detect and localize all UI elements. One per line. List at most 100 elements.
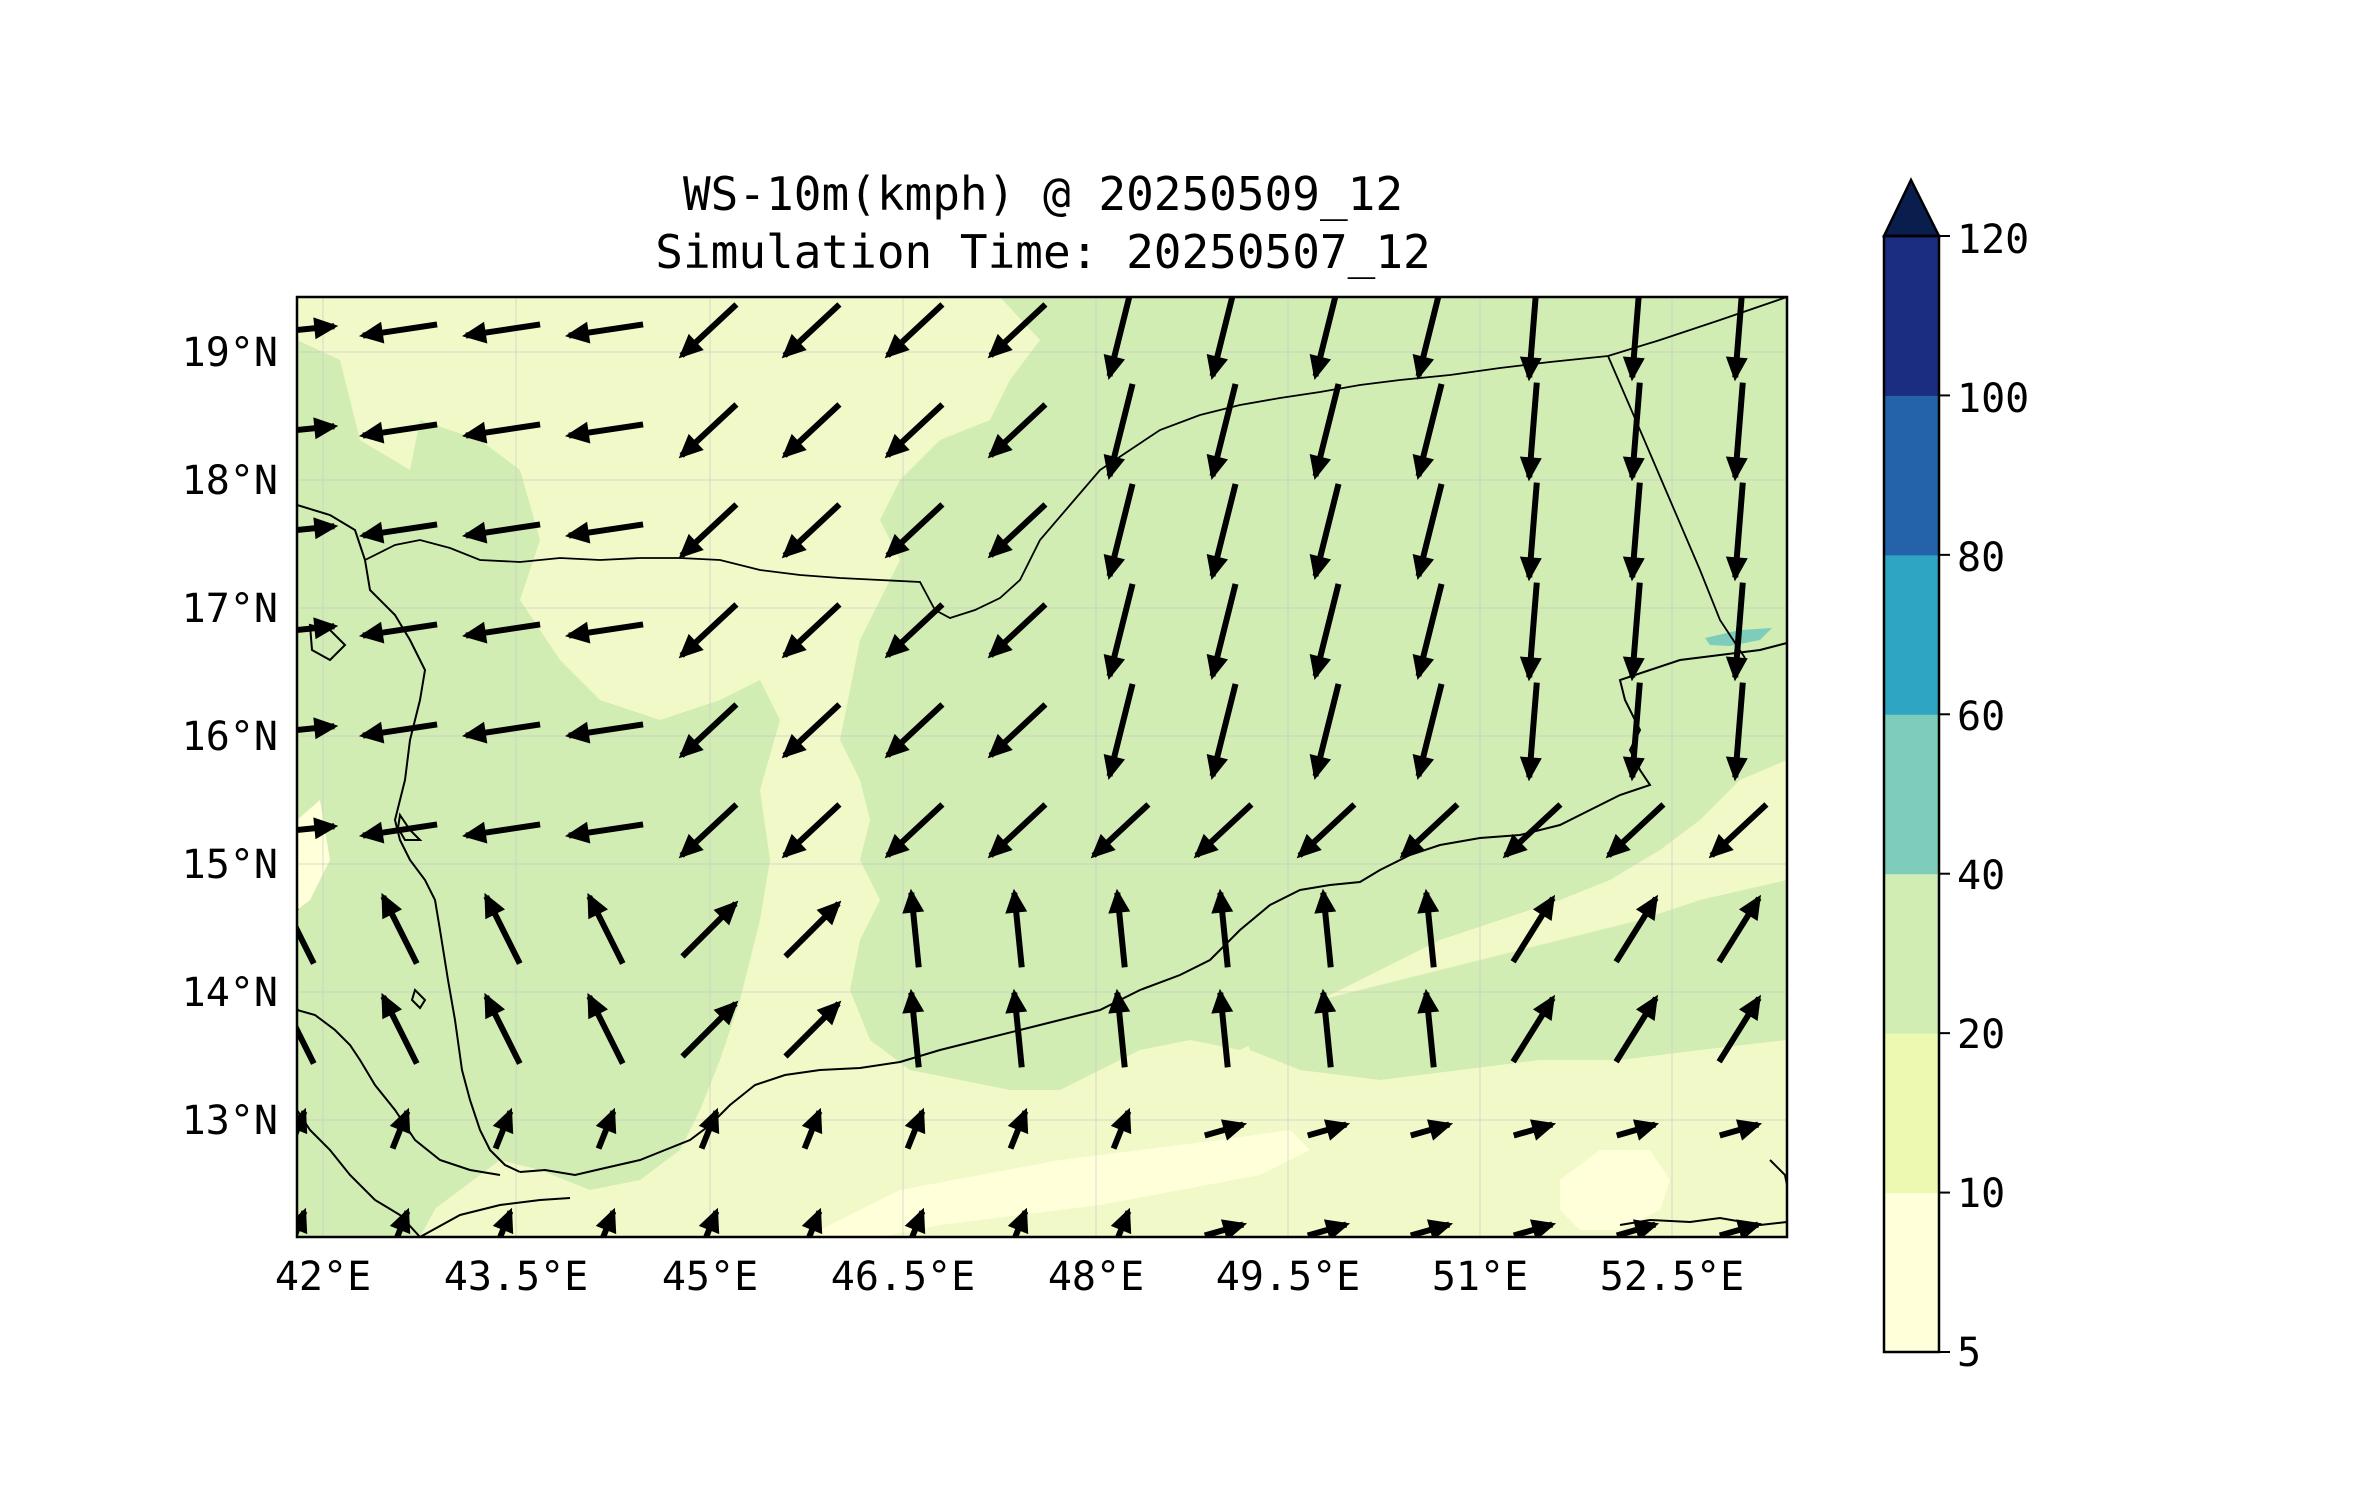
wind-arrow <box>1206 383 1239 480</box>
wind-arrow <box>1103 297 1133 380</box>
wind-arrow-head <box>1622 556 1645 582</box>
wind-arrow-head <box>781 333 807 359</box>
wind-arrow <box>801 1107 823 1150</box>
wind-arrow <box>1103 383 1136 480</box>
colorbar-labels: 5 10 20 40 60 80 100 120 <box>1957 217 2029 1376</box>
wind-arrow <box>483 992 523 1065</box>
wind-arrow-head <box>1412 454 1435 480</box>
wind-arrow <box>1409 1219 1454 1237</box>
wind-arrow-head <box>1323 1119 1351 1141</box>
wind-arrow <box>1615 1119 1660 1141</box>
wind-arrow-head <box>987 633 1013 659</box>
wind-arrow <box>987 602 1048 659</box>
wind-arrow-head <box>1314 888 1337 914</box>
wind-arrow <box>781 802 842 859</box>
wind-arrow <box>380 892 420 965</box>
x-tick-label: 48°E <box>1048 1254 1144 1300</box>
wind-arrow-head <box>987 333 1013 359</box>
map-panel: 42°E 43.5°E 45°E 46.5°E 48°E 49.5°E 51°E… <box>182 295 1789 1300</box>
wind-arrow-head <box>678 833 704 859</box>
wind-arrow <box>1399 802 1460 859</box>
wind-arrow <box>904 1107 926 1150</box>
x-tick-label: 43.5°E <box>444 1254 589 1300</box>
wind-arrow <box>1306 1219 1351 1237</box>
wind-arrow <box>595 1107 617 1150</box>
wind-arrow-head <box>801 1207 823 1235</box>
wind-arrow <box>884 602 945 659</box>
wind-arrow <box>884 402 945 459</box>
wind-arrow-head <box>884 333 910 359</box>
wind-arrow-head <box>987 833 1013 859</box>
wind-arrow-head <box>1206 454 1229 480</box>
wind-arrow <box>564 321 644 344</box>
wind-arrow-head <box>381 892 403 920</box>
wind-arrow <box>1296 802 1357 859</box>
wind-arrow <box>564 621 644 644</box>
wind-arrow <box>1110 1207 1132 1237</box>
wind-arrow-head <box>1532 894 1555 921</box>
wind-arrow <box>698 1207 720 1237</box>
colorbar-label: 5 <box>1957 1330 1981 1376</box>
wind-arrow-head <box>1309 754 1332 780</box>
colorbar-segment <box>1884 1033 1939 1194</box>
wind-arrow <box>389 1107 411 1150</box>
wind-arrow-head <box>358 321 385 344</box>
wind-arrow-head <box>1417 988 1440 1014</box>
wind-arrow-head <box>801 1107 823 1135</box>
wind-arrow-head <box>461 621 488 644</box>
y-tick-label: 15°N <box>182 842 278 888</box>
wind-arrow-head <box>1605 833 1631 859</box>
wind-arrow-head <box>313 817 339 840</box>
plot-title: WS-10m(kmph) @ 20250509_12 <box>683 167 1403 221</box>
colorbar-ticks <box>1939 235 1950 1353</box>
wind-arrow <box>1725 582 1748 682</box>
wind-arrow <box>380 992 420 1065</box>
wind-arrow-head <box>1211 888 1234 914</box>
wind-arrow <box>1090 802 1151 859</box>
wind-arrow-head <box>1206 554 1229 580</box>
wind-arrow-head <box>1206 654 1229 680</box>
wind-arrow-head <box>1110 1207 1132 1235</box>
colorbar-label: 60 <box>1957 694 2005 740</box>
wind-arrow-head <box>1622 656 1645 682</box>
wind-arrow <box>1512 1119 1557 1141</box>
map-contents <box>297 297 1787 1237</box>
colorbar-segment <box>1884 554 1939 715</box>
wind-arrow-head <box>587 992 609 1020</box>
wind-arrow <box>781 602 842 659</box>
wind-arrow <box>1412 297 1442 380</box>
wind-arrow <box>1613 994 1659 1064</box>
wind-arrow-head <box>1426 1119 1454 1141</box>
wind-arrow-head <box>781 633 807 659</box>
wind-arrow <box>297 1107 308 1139</box>
wind-arrow <box>358 521 438 544</box>
wind-speed-fill-20-40 <box>297 870 470 1237</box>
x-tick-label: 49.5°E <box>1216 1254 1361 1300</box>
wind-arrow-shaft <box>297 1023 317 1065</box>
wind-arrow <box>902 888 925 968</box>
wind-arrow-head <box>564 421 591 444</box>
wind-arrow <box>678 402 739 459</box>
wind-arrow-head <box>461 521 488 544</box>
wind-arrow-head <box>1108 988 1131 1014</box>
colorbar-frame <box>1882 234 1941 1354</box>
wind-arrow <box>904 1207 926 1237</box>
wind-arrow-head <box>1725 756 1748 782</box>
wind-speed-fill-5-10 <box>1560 1150 1670 1230</box>
colorbar-segment <box>1884 873 1939 1034</box>
wind-arrow-head <box>678 533 704 559</box>
wind-arrow <box>1314 988 1337 1068</box>
wind-arrow <box>781 702 842 759</box>
wind-arrow <box>1502 802 1563 859</box>
wind-arrow <box>1211 888 1234 968</box>
wind-arrow <box>358 721 438 744</box>
wind-arrow <box>297 717 339 740</box>
wind-arrow <box>680 1000 739 1059</box>
y-tick-label: 13°N <box>182 1098 278 1144</box>
x-tick-label: 45°E <box>662 1254 758 1300</box>
colorbar-segment <box>1884 236 1939 396</box>
wind-arrow <box>1206 297 1236 380</box>
wind-arrow-head <box>1725 356 1748 382</box>
x-axis-ticks: 42°E 43.5°E 45°E 46.5°E 48°E 49.5°E 51°E… <box>275 1254 1744 1300</box>
wind-arrow <box>297 617 339 640</box>
